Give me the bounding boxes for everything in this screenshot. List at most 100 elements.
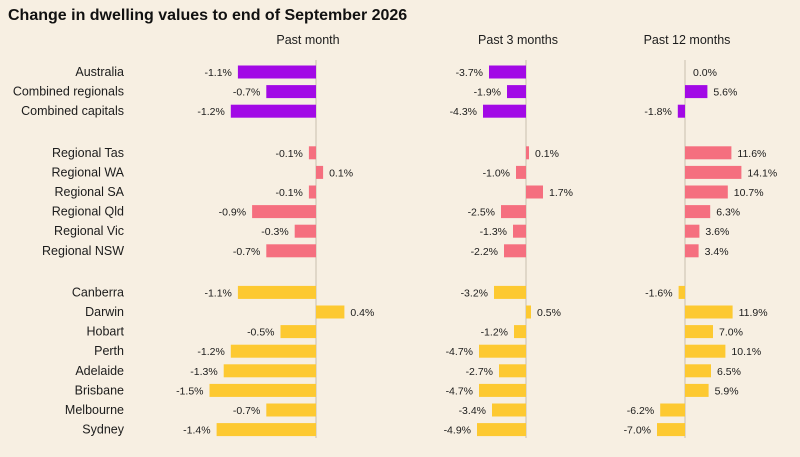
bar <box>526 146 529 160</box>
category-label: Combined regionals <box>13 85 124 99</box>
bar <box>237 285 316 299</box>
data-label: -3.4% <box>459 405 486 417</box>
bar <box>266 244 316 258</box>
data-label: -0.9% <box>219 207 246 219</box>
bar <box>316 305 345 319</box>
data-label: 0.5% <box>537 307 561 319</box>
data-label: 3.4% <box>705 246 729 258</box>
bar <box>514 325 526 339</box>
data-label: 0.4% <box>350 307 374 319</box>
data-label: -1.9% <box>474 87 501 99</box>
chart-title: Change in dwelling values to end of Sept… <box>8 7 407 24</box>
category-label: Combined capitals <box>21 104 124 118</box>
data-label: -3.2% <box>461 287 488 299</box>
data-label: 0.0% <box>693 67 717 79</box>
data-label: -0.3% <box>261 226 288 238</box>
data-label: -4.3% <box>450 106 477 118</box>
data-label: -7.0% <box>624 425 651 437</box>
data-label: -0.1% <box>275 187 302 199</box>
category-label: Regional Qld <box>52 205 124 219</box>
bar <box>516 165 526 179</box>
data-label: 6.5% <box>717 366 741 378</box>
bar <box>316 165 324 179</box>
data-label: 10.1% <box>731 346 761 358</box>
data-label: 1.7% <box>549 187 573 199</box>
data-label: 11.6% <box>737 148 766 160</box>
data-label: -4.9% <box>444 425 471 437</box>
bar <box>266 403 316 417</box>
bar <box>685 85 708 99</box>
data-label: -1.1% <box>204 67 231 79</box>
data-label: -1.8% <box>644 106 671 118</box>
data-label: 0.1% <box>329 167 353 179</box>
data-label: -0.7% <box>233 87 260 99</box>
bar <box>266 85 316 99</box>
bar <box>489 65 526 79</box>
bar <box>685 185 728 199</box>
data-label: -1.3% <box>480 226 507 238</box>
bar <box>685 364 711 378</box>
bar <box>507 85 526 99</box>
data-label: 3.6% <box>705 226 729 238</box>
bar <box>685 146 732 160</box>
bar <box>685 344 726 358</box>
bar <box>685 305 733 319</box>
panel-header-2: Past 12 months <box>644 33 731 47</box>
data-label: -1.5% <box>176 385 203 397</box>
bar <box>678 285 685 299</box>
data-label: -1.2% <box>197 106 224 118</box>
bar <box>483 104 526 118</box>
category-label: Australia <box>75 65 124 79</box>
category-label: Regional Tas <box>52 146 124 160</box>
bar <box>492 403 526 417</box>
category-label: Darwin <box>85 305 124 319</box>
data-label: -0.5% <box>247 327 274 339</box>
bar <box>479 344 526 358</box>
bar <box>237 65 316 79</box>
bar <box>479 383 526 397</box>
bar <box>494 285 526 299</box>
category-label: Regional Vic <box>54 224 124 238</box>
data-label: -6.2% <box>627 405 654 417</box>
data-label: -0.7% <box>233 246 260 258</box>
data-label: 7.0% <box>719 327 743 339</box>
bar <box>209 383 316 397</box>
category-label: Perth <box>94 344 124 358</box>
bar <box>230 344 316 358</box>
bar <box>685 224 700 238</box>
bar <box>230 104 316 118</box>
bar <box>216 423 316 437</box>
data-label: 11.9% <box>739 307 768 319</box>
bar <box>685 205 711 219</box>
bar <box>526 185 543 199</box>
category-label: Regional SA <box>55 185 125 199</box>
bar <box>308 185 316 199</box>
bar <box>504 244 526 258</box>
bar <box>685 165 742 179</box>
data-label: -1.2% <box>197 346 224 358</box>
panel-header-1: Past 3 months <box>478 33 558 47</box>
bar <box>252 205 316 219</box>
bar <box>280 325 316 339</box>
bar <box>660 403 685 417</box>
bar <box>526 305 531 319</box>
bar <box>501 205 526 219</box>
data-label: -1.4% <box>183 425 210 437</box>
bar <box>499 364 526 378</box>
bar <box>477 423 526 437</box>
bar <box>223 364 316 378</box>
data-label: -1.2% <box>481 327 508 339</box>
data-label: -1.1% <box>204 287 231 299</box>
bar <box>685 383 709 397</box>
data-label: -1.3% <box>190 366 217 378</box>
data-label: 5.9% <box>715 385 739 397</box>
data-label: -2.7% <box>466 366 493 378</box>
data-label: -4.7% <box>446 346 473 358</box>
data-label: -0.7% <box>233 405 260 417</box>
category-label: Canberra <box>72 285 124 299</box>
bar <box>685 244 699 258</box>
data-label: -2.5% <box>468 207 495 219</box>
data-label: 5.6% <box>713 87 737 99</box>
